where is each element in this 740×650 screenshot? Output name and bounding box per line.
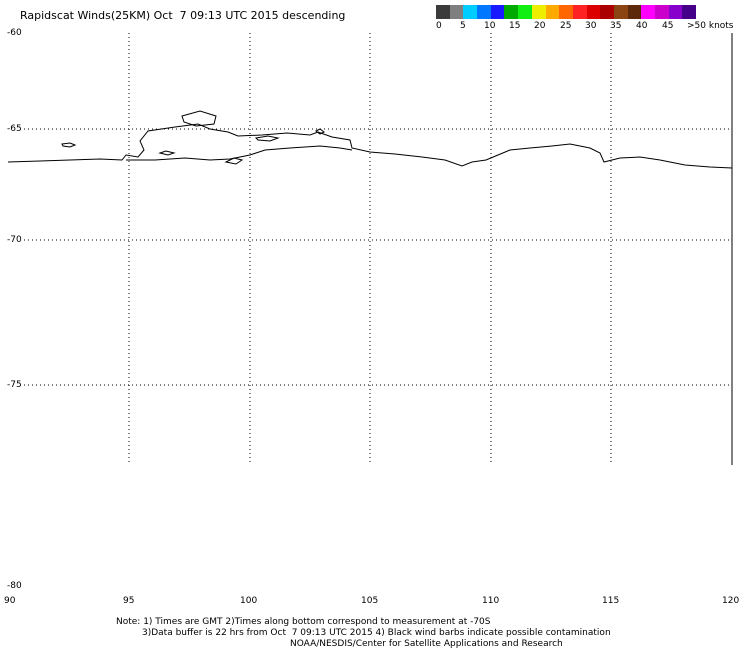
lon-label-95: 95 [123,596,135,606]
island-small-b [158,150,176,156]
lat-label-70: -70 [6,235,23,245]
lat-label-65: -65 [6,124,23,134]
island-small-c [254,135,280,142]
scale-swatch [627,5,642,19]
scale-swatch [600,5,614,19]
lon-label-90: 90 [4,596,16,606]
scale-label: >50 knots [687,21,734,31]
wind-speed-color-scale [436,5,697,21]
scale-label: 5 [460,21,466,31]
scale-swatch [559,5,573,19]
lat-label-80: -80 [6,581,23,591]
scale-swatch [613,5,628,19]
scale-swatch [572,5,587,19]
scale-swatch [655,5,669,19]
note-line-2: 3)Data buffer is 22 hrs from Oct 7 09:13… [142,628,611,638]
graticule [8,33,732,465]
scale-swatch [668,5,683,19]
scale-label: 25 [560,21,572,31]
scale-swatch [436,5,450,19]
note-line-1: Note: 1) Times are GMT 2)Times along bot… [116,617,491,627]
scale-swatch [490,5,505,19]
scale-swatch [586,5,601,19]
lon-label-110: 110 [482,596,500,606]
antarctic-coastline [7,110,733,169]
coastline-main [7,123,733,169]
lon-label-120: 120 [722,596,740,606]
scale-label: 15 [509,21,521,31]
scale-label: 45 [662,21,674,31]
lon-label-115: 115 [602,596,620,606]
scale-swatch [545,5,560,19]
scale-label: 0 [436,21,442,31]
note-line-3: NOAA/NESDIS/Center for Satellite Applica… [290,639,563,649]
lat-label-60: -60 [6,28,23,38]
wind-speed-scale-labels: 0 5 10 15 20 25 30 35 40 45 >50 knots [430,21,740,35]
scale-swatch [682,5,697,19]
lon-label-100: 100 [240,596,258,606]
scale-label: 40 [636,21,648,31]
lat-label-75: -75 [6,380,23,390]
scale-swatch [477,5,491,19]
lon-label-105: 105 [361,596,379,606]
scale-label: 10 [484,21,496,31]
scale-swatch [518,5,532,19]
scale-swatch [463,5,478,19]
island-small-a [61,142,77,148]
scale-label: 30 [585,21,597,31]
scale-label: 20 [534,21,546,31]
scale-label: 35 [610,21,622,31]
scale-swatch [449,5,464,19]
island-small-e [224,157,244,165]
coastline-inner [126,145,353,161]
scale-swatch [504,5,519,19]
map-title: Rapidscat Winds(25KM) Oct 7 09:13 UTC 20… [20,9,346,22]
island-small-d [315,128,325,135]
scale-swatch [641,5,655,19]
scale-swatch [531,5,546,19]
island-north [181,110,217,127]
